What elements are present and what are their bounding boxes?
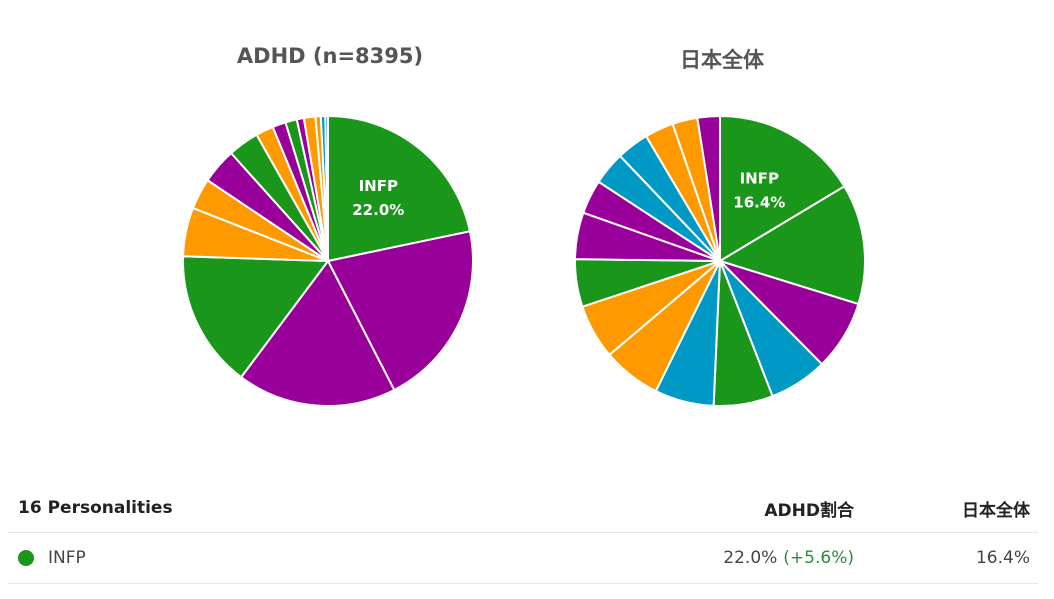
pie-0-slice-2[interactable]	[239, 259, 396, 407]
data-table: 16 Personalities ADHD割合 日本全体 INFP 22.0%(…	[8, 484, 1038, 584]
row-name: INFP	[48, 548, 86, 568]
header-personalities: 16 Personalities	[18, 498, 173, 518]
pie-0-slice-3[interactable]	[182, 255, 330, 379]
pie-1-slice-15[interactable]	[696, 114, 721, 262]
chart-title-japan: 日本全体	[680, 48, 764, 72]
row-adhd-value: 22.0%	[723, 548, 778, 568]
pie-0-slice-0[interactable]	[327, 114, 472, 263]
pie-chart-japan[interactable]: INFP 16.4%	[573, 114, 866, 407]
row-diff-value: (+5.6%)	[783, 548, 854, 568]
pie-0-slice-15[interactable]	[324, 114, 329, 262]
table-row[interactable]: INFP 22.0% (+5.6%) 16.4%	[8, 533, 1038, 584]
pie-1-slice-label-name: INFP	[740, 170, 779, 188]
pie-0-slice-label-value: 22.0%	[352, 201, 404, 219]
chart-title-adhd: ADHD (n=8395)	[236, 44, 424, 68]
legend-dot-icon	[18, 550, 34, 566]
table-header-row: 16 Personalities ADHD割合 日本全体	[8, 484, 1038, 533]
pie-1-slice-label-value: 16.4%	[733, 194, 785, 212]
pie-0-slice-label-name: INFP	[359, 177, 398, 195]
row-adhd-cell: 22.0% (+5.6%)	[554, 548, 870, 568]
pie-1-slice-1[interactable]	[717, 185, 866, 306]
header-japan-overall: 日本全体	[962, 500, 1030, 521]
pie-chart-adhd[interactable]: INFP 22.0%	[182, 114, 474, 407]
pie-1-slice-0[interactable]	[719, 114, 846, 263]
pie-0-slice-1[interactable]	[326, 230, 474, 392]
row-name-cell: INFP	[8, 548, 554, 568]
row-japan-value: 16.4%	[975, 548, 1030, 568]
header-adhd-ratio: ADHD割合	[764, 500, 854, 521]
